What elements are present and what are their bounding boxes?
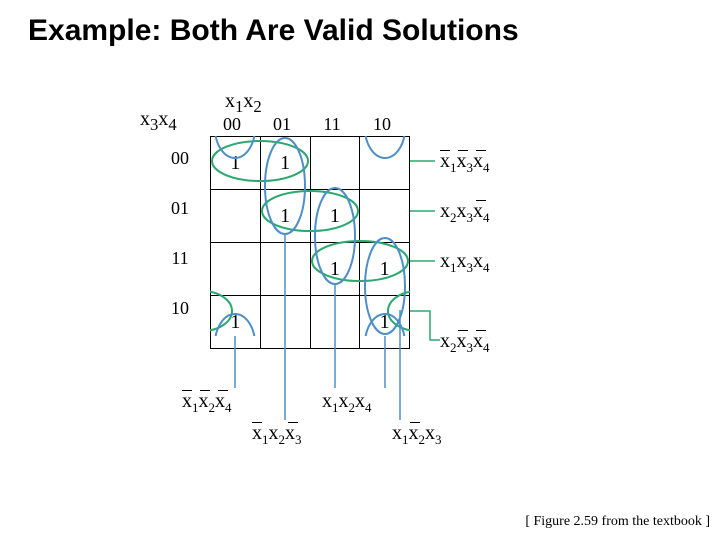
kmap-cell xyxy=(260,296,310,349)
kmap-cell: 1 xyxy=(260,190,310,243)
kmap-cell xyxy=(310,137,360,190)
kmap-cell xyxy=(360,190,410,243)
col-header: 10 xyxy=(362,114,402,135)
kmap-cell: 1 xyxy=(360,296,410,349)
kmap-diagram: x1x2 x3x4 00 01 11 10 00 01 11 10 1 1 1 … xyxy=(140,90,580,490)
col-header: 00 xyxy=(212,114,252,135)
row-header: 10 xyxy=(160,298,200,319)
product-term-label: x2x3x4 xyxy=(440,330,490,356)
kmap-cell: 1 xyxy=(260,137,310,190)
kmap-cell: 1 xyxy=(310,243,360,296)
col-header: 11 xyxy=(312,114,352,135)
kmap-cell: 1 xyxy=(310,190,360,243)
kmap-cell: 1 xyxy=(211,296,261,349)
kmap-cell xyxy=(260,243,310,296)
kmap-side-variable: x3x4 xyxy=(140,108,177,135)
kmap-cell xyxy=(211,243,261,296)
kmap-grid: 1 1 1 1 1 1 1 1 xyxy=(210,136,410,336)
citation-text: [ Figure 2.59 from the textbook ] xyxy=(525,514,710,530)
kmap-cell xyxy=(211,190,261,243)
kmap-cell xyxy=(310,296,360,349)
kmap-cell xyxy=(360,137,410,190)
product-term-label: x1x2x4 xyxy=(182,390,232,416)
row-header: 11 xyxy=(160,248,200,269)
product-term-label: x1x2x3 xyxy=(252,422,302,448)
col-header: 01 xyxy=(262,114,302,135)
product-term-label: x1x3x4 xyxy=(440,150,490,176)
row-header: 00 xyxy=(160,148,200,169)
product-term-label: x1x2x3 xyxy=(392,422,442,448)
kmap-top-variable: x1x2 xyxy=(225,90,262,117)
row-header: 01 xyxy=(160,198,200,219)
kmap-cell: 1 xyxy=(360,243,410,296)
product-term-label: x1x3x4 xyxy=(440,250,490,276)
page-title: Example: Both Are Valid Solutions xyxy=(0,0,720,48)
product-term-label: x2x3x4 xyxy=(440,200,490,226)
product-term-label: x1x2x4 xyxy=(322,390,372,416)
kmap-cell: 1 xyxy=(211,137,261,190)
